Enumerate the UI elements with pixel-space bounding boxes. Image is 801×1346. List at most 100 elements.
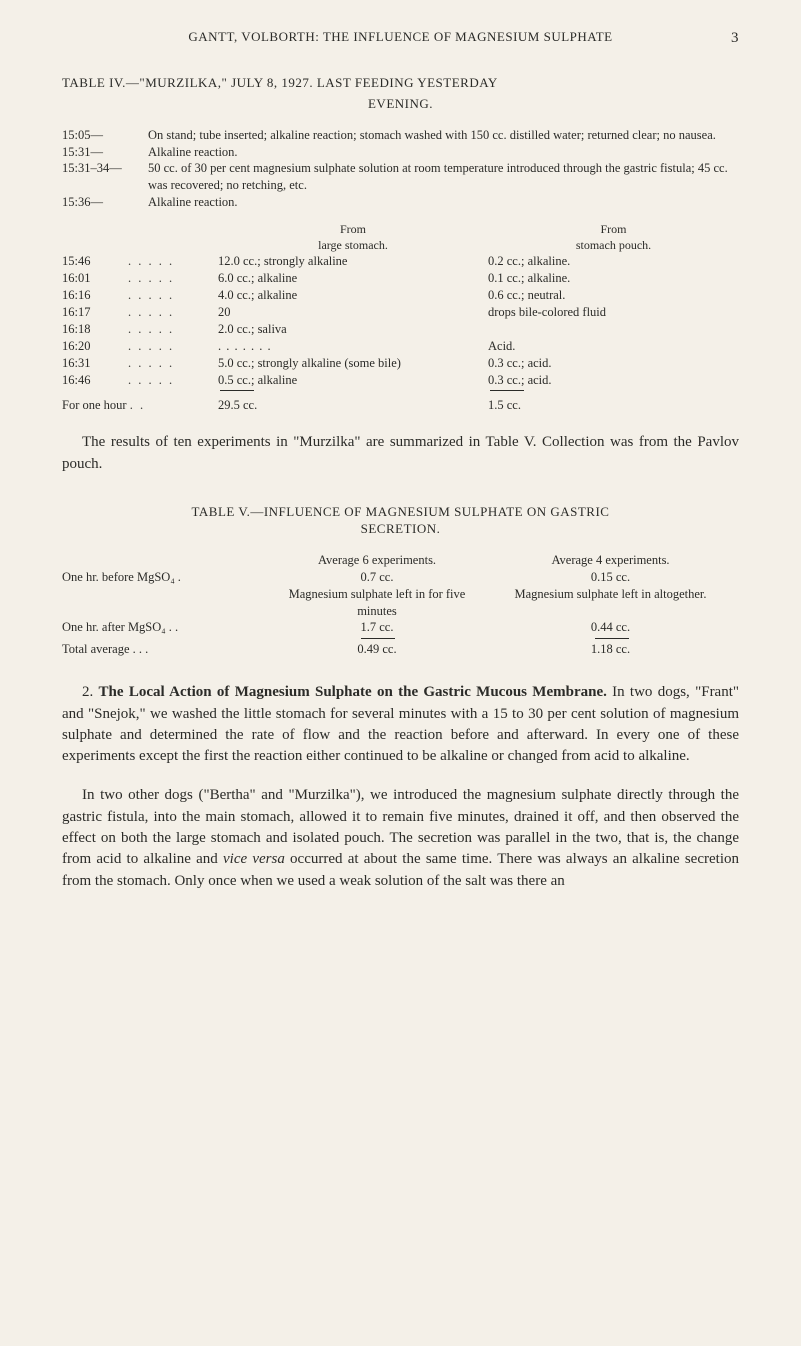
t4-time: 16:20 — [62, 338, 128, 355]
table5-body: Average 6 experiments. Average 4 experim… — [62, 552, 739, 658]
t5-mid-b: Magnesium sulphate left in altogether. — [482, 586, 739, 620]
table4-title-line2: EVENING. — [62, 95, 739, 113]
leader-dots — [128, 372, 218, 389]
table4-row: 16:46 0.5 cc.; alkaline0.3 cc.; acid. — [62, 372, 739, 389]
table5-header: Average 6 experiments. Average 4 experim… — [62, 552, 739, 569]
t4-from-large: 4.0 cc.; alkaline — [218, 287, 488, 304]
table4-row: 16:16 4.0 cc.; alkaline0.6 cc.; neutral. — [62, 287, 739, 304]
section-heading-inline: The Local Action of Magnesium Sulphate o… — [99, 684, 607, 700]
t4-time: 16:31 — [62, 355, 128, 372]
t4-from-pouch: Acid. — [488, 338, 739, 355]
t4-from-large: 20 — [218, 304, 488, 321]
t5-val-a: 0.7 cc. — [272, 569, 482, 586]
t4-time: 16:01 — [62, 270, 128, 287]
prelim-text: On stand; tube inserted; alkaline reacti… — [148, 127, 739, 144]
section-2-p2: In two other dogs ("Bertha" and "Murzilk… — [62, 785, 739, 891]
hdr-text: From — [218, 221, 488, 237]
t5-val-b: 0.44 cc. — [482, 619, 739, 636]
table4-prelim: 15:05— On stand; tube inserted; alkaline… — [62, 127, 739, 211]
table4-total-row: For one hour 29.5 cc. 1.5 cc. — [62, 397, 739, 414]
t5-total-b: 1.18 cc. — [482, 641, 739, 658]
table5-mid-row: Magnesium sulphate left in for five minu… — [62, 586, 739, 620]
t4-time: 16:46 — [62, 372, 128, 389]
table4-title-line: TABLE IV.—"MURZILKA," JULY 8, 1927. LAST… — [62, 75, 498, 90]
table5-total-row: Total average . . . 0.49 cc. 1.18 cc. — [62, 641, 739, 658]
t4-from-pouch: 0.2 cc.; alkaline. — [488, 253, 739, 270]
hdr-from-pouch: From stomach pouch. — [488, 221, 739, 253]
table4-title: TABLE IV.—"MURZILKA," JULY 8, 1927. LAST… — [62, 74, 739, 92]
t4-from-large: 2.0 cc.; saliva — [218, 321, 488, 338]
prelim-time: 15:05— — [62, 127, 148, 144]
for-one-b: 1.5 cc. — [488, 397, 739, 414]
prelim-row: 15:36— Alkaline reaction. — [62, 194, 739, 211]
t5-label: One hr. after MgSO₄ . . — [62, 619, 272, 636]
t4-from-large: 0.5 cc.; alkaline — [218, 372, 488, 389]
t4-from-large: 5.0 cc.; strongly alkaline (some bile) — [218, 355, 488, 372]
italic-phrase: vice versa — [223, 851, 285, 867]
t4-time: 16:17 — [62, 304, 128, 321]
prelim-row: 15:31–34— 50 cc. of 30 per cent magnesiu… — [62, 160, 739, 194]
section-number: 2. — [82, 684, 93, 700]
t5-total-label: Total average . . . — [62, 641, 272, 658]
t5-val-b: 0.15 cc. — [482, 569, 739, 586]
t4-time: 16:18 — [62, 321, 128, 338]
page-number: 3 — [731, 28, 739, 48]
paragraph-1: The results of ten experiments in "Murzi… — [62, 432, 739, 475]
table4-row: 16:18 2.0 cc.; saliva — [62, 321, 739, 338]
t4-from-large: 6.0 cc.; alkaline — [218, 270, 488, 287]
hdr-text: From — [488, 221, 739, 237]
t5-total-a: 0.49 cc. — [272, 641, 482, 658]
hdr-text: large stomach. — [218, 237, 488, 253]
running-header: GANTT, VOLBORTH: THE INFLUENCE OF MAGNES… — [62, 28, 739, 46]
table5-row: One hr. after MgSO₄ . . 1.7 cc. 0.44 cc. — [62, 619, 739, 636]
leader-dots — [128, 304, 218, 321]
hdr-text: stomach pouch. — [488, 237, 739, 253]
t5-val-a: 1.7 cc. — [272, 619, 482, 636]
table4-row: 16:01 6.0 cc.; alkaline0.1 cc.; alkaline. — [62, 270, 739, 287]
table5-subtitle: SECRETION. — [62, 520, 739, 538]
table4-row: 16:20 Acid. — [62, 338, 739, 355]
leader-dots — [128, 287, 218, 304]
t4-from-large — [218, 338, 488, 355]
for-one-a: 29.5 cc. — [218, 397, 488, 414]
table4-row: 16:31 5.0 cc.; strongly alkaline (some bi… — [62, 355, 739, 372]
table4-body: From large stomach. From stomach pouch. … — [62, 221, 739, 414]
prelim-time: 15:36— — [62, 194, 148, 211]
t4-from-large: 12.0 cc.; strongly alkaline — [218, 253, 488, 270]
leader-dots — [128, 338, 218, 355]
section-2-p1: 2. The Local Action of Magnesium Sulphat… — [62, 682, 739, 767]
rule-line — [490, 390, 524, 391]
t4-from-pouch: 0.3 cc.; acid. — [488, 372, 739, 389]
table4-row: 15:46 12.0 cc.; strongly alkaline0.2 cc.;… — [62, 253, 739, 270]
t4-from-pouch: 0.1 cc.; alkaline. — [488, 270, 739, 287]
prelim-row: 15:05— On stand; tube inserted; alkaline… — [62, 127, 739, 144]
prelim-time: 15:31–34— — [62, 160, 148, 194]
hdr-from-large: From large stomach. — [218, 221, 488, 253]
t4-from-pouch: 0.3 cc.; acid. — [488, 355, 739, 372]
t5-hdr-b: Average 4 experiments. — [482, 552, 739, 569]
table4-row: 16:17 20drops bile-colored fluid — [62, 304, 739, 321]
t5-mid-a: Magnesium sulphate left in for five minu… — [272, 586, 482, 620]
t4-time: 15:46 — [62, 253, 128, 270]
leader-dots — [128, 321, 218, 338]
leader-dots — [128, 253, 218, 270]
t4-from-pouch: drops bile-colored fluid — [488, 304, 739, 321]
rule-line — [361, 638, 395, 639]
leader-dots — [128, 270, 218, 287]
running-head-text: GANTT, VOLBORTH: THE INFLUENCE OF MAGNES… — [188, 29, 612, 44]
prelim-time: 15:31— — [62, 144, 148, 161]
t5-label: One hr. before MgSO₄ . — [62, 569, 272, 586]
t4-from-pouch: 0.6 cc.; neutral. — [488, 287, 739, 304]
t4-time: 16:16 — [62, 287, 128, 304]
prelim-row: 15:31— Alkaline reaction. — [62, 144, 739, 161]
prelim-text: 50 cc. of 30 per cent magnesium sulphate… — [148, 160, 739, 194]
table4-header: From large stomach. From stomach pouch. — [62, 221, 739, 253]
table5-title: TABLE V.—INFLUENCE OF MAGNESIUM SULPHATE… — [62, 503, 739, 521]
rule-line — [595, 638, 629, 639]
leader-dots — [128, 355, 218, 372]
table5-row: One hr. before MgSO₄ . 0.7 cc. 0.15 cc. — [62, 569, 739, 586]
for-one-label: For one hour — [62, 398, 127, 412]
rule-line — [220, 390, 254, 391]
prelim-text: Alkaline reaction. — [148, 194, 739, 211]
t5-hdr-a: Average 6 experiments. — [272, 552, 482, 569]
